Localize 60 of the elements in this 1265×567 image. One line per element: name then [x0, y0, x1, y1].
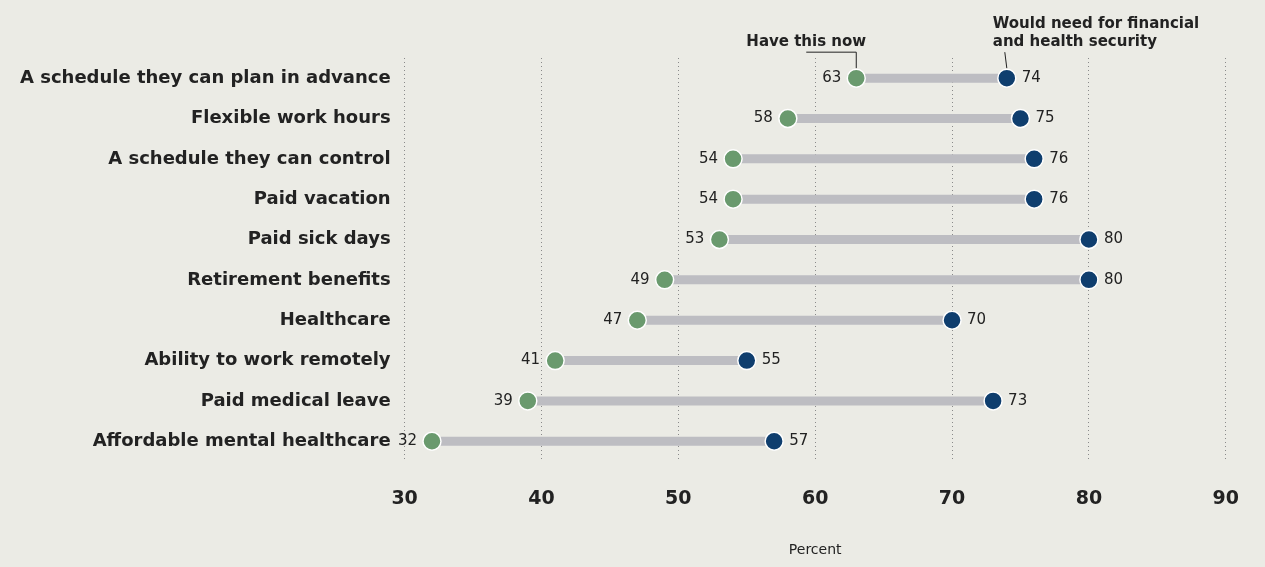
- data-label: 70: [967, 310, 987, 329]
- point: [1079, 229, 1099, 250]
- y-tick-label: A schedule they can plan in advance: [20, 65, 391, 87]
- y-tick-label: Paid medical leave: [200, 388, 391, 410]
- data-label: 57: [789, 431, 809, 450]
- data-label: 75: [1035, 108, 1055, 127]
- point: [422, 431, 442, 451]
- series-label: Would need for financial and health security: [992, 14, 1200, 51]
- point: [1079, 270, 1099, 290]
- point: [723, 189, 743, 209]
- data-label: 53: [685, 229, 705, 248]
- point: [983, 391, 1003, 411]
- x-tick-label: 30: [391, 485, 418, 508]
- y-tick-label: A schedule they can control: [108, 146, 391, 168]
- data-label: 76: [1049, 189, 1069, 208]
- x-axis-title: Percent: [788, 541, 843, 558]
- data-label: 54: [698, 148, 719, 167]
- point: [764, 431, 784, 451]
- point: [545, 350, 565, 371]
- data-label: 49: [630, 269, 650, 288]
- y-tick-label: Paid vacation: [253, 186, 391, 208]
- point: [518, 391, 538, 411]
- data-label: 39: [493, 390, 513, 409]
- data-label: 63: [822, 68, 842, 87]
- x-tick-label: 90: [1212, 485, 1240, 508]
- point: [627, 310, 648, 330]
- x-tick-label: 60: [801, 485, 829, 508]
- y-tick-label: Healthcare: [279, 307, 391, 329]
- data-label: 54: [698, 189, 719, 208]
- data-label: 80: [1103, 269, 1124, 288]
- data-label: 32: [397, 431, 417, 450]
- data-label: 80: [1103, 229, 1124, 248]
- point: [846, 68, 866, 88]
- x-tick-label: 50: [665, 485, 692, 508]
- point: [942, 310, 962, 330]
- x-tick-label: 70: [938, 485, 966, 508]
- data-label: 74: [1021, 68, 1041, 87]
- data-label: 55: [761, 350, 781, 369]
- point: [1010, 108, 1031, 129]
- y-tick-label: Paid sick days: [247, 227, 391, 249]
- point: [1024, 149, 1044, 169]
- point: [778, 108, 798, 129]
- point: [723, 149, 743, 169]
- y-tick-label: Retirement benefits: [187, 267, 391, 289]
- x-tick-label: 80: [1075, 485, 1103, 508]
- y-tick-label: Ability to work remotely: [144, 348, 391, 370]
- x-tick-label: 40: [528, 485, 555, 508]
- data-label: 41: [521, 350, 541, 369]
- data-label: 73: [1008, 390, 1028, 409]
- point: [1024, 189, 1044, 209]
- point: [997, 68, 1017, 88]
- point: [737, 350, 757, 371]
- series-label: Have this now: [746, 32, 867, 51]
- point: [709, 229, 730, 250]
- data-label: 76: [1049, 148, 1069, 167]
- y-tick-label: Flexible work hours: [190, 106, 391, 128]
- point: [654, 270, 675, 290]
- data-label: 47: [603, 310, 623, 329]
- data-label: 58: [753, 108, 773, 127]
- y-tick-label: Affordable mental healthcare: [92, 428, 391, 450]
